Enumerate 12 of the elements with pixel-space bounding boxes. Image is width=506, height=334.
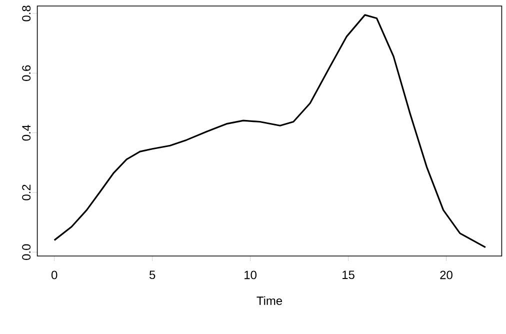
line-series [54,14,486,248]
x-tick-label: 10 [244,270,256,280]
x-tick-label: 20 [440,270,452,280]
y-tick-label: 0.2 [22,184,31,200]
y-tick-label: 0.8 [22,6,31,22]
x-tick-label: 5 [149,270,156,280]
y-tick-label: 0.4 [22,124,31,141]
x-tick-label: 15 [342,270,354,280]
y-tick-label: 0.6 [22,65,31,81]
y-tick-label: 0.0 [22,244,31,260]
x-tick-label: 0 [51,270,58,280]
x-axis-title: Time [256,296,282,305]
